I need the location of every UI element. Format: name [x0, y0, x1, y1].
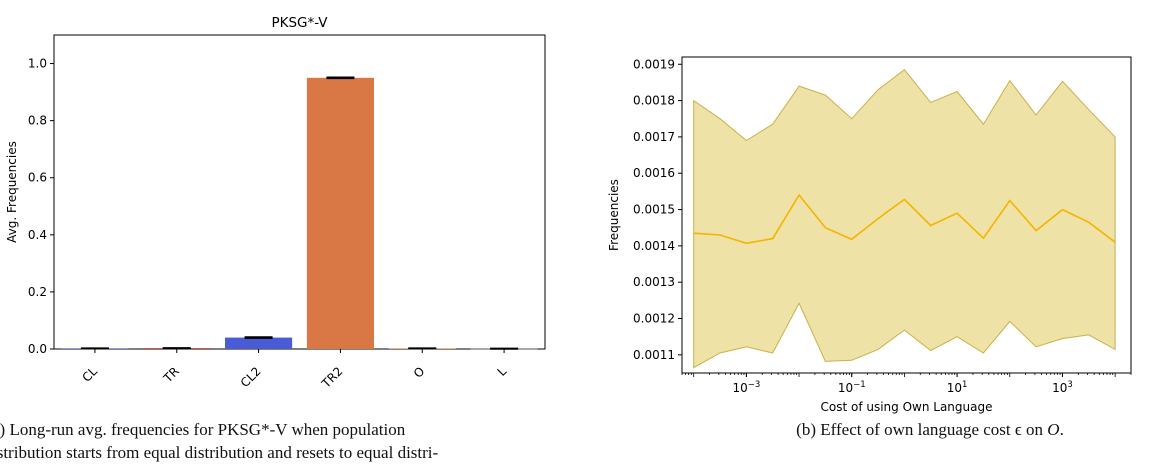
caption-b-end: .: [1059, 420, 1064, 439]
plot-frame: [681, 56, 1132, 374]
area-chart-own-language-cost: 0.0011 0.0012 0.0013 0.0014 0.0015 0.0016 0.00…: [607, 56, 1132, 414]
plot-frame: [53, 34, 546, 350]
y-tick-label: 0.0017: [633, 130, 675, 144]
x-axis-label: Cost of using Own Language: [820, 400, 992, 414]
caption-a-line2: istribution starts from equal distributi…: [0, 443, 439, 462]
y-tick-label: 1.0: [28, 57, 47, 71]
x-tick-base: 10: [732, 381, 747, 395]
y-tick-label: 0.0018: [633, 94, 675, 108]
x-tick-label-cl: CL: [79, 364, 100, 385]
x-tick-label-o: O: [411, 364, 428, 381]
x-tick-base: 10: [838, 381, 853, 395]
x-tick-label-tr: TR: [160, 364, 182, 386]
x-tick-label: 101: [947, 380, 968, 395]
x-tick-label: 103: [1052, 380, 1073, 395]
y-tick-label: 0.0: [28, 342, 47, 356]
bar-chart-pksg: CL TR CL2 TR2 O L 0.0 0.2 0.4 0.6 0.8 1.0 PKSG*-V Avg…: [5, 15, 546, 391]
caption-a: a) Long-run avg. frequencies for PKSG*-V…: [0, 418, 552, 464]
x-tick-exponent: 3: [1067, 380, 1072, 390]
x-tick-exponent: −3: [748, 380, 761, 390]
y-tick-label: 0.8: [28, 114, 47, 128]
x-tick-exponent: 1: [962, 380, 967, 390]
y-tick-label: 0.0015: [633, 203, 675, 217]
x-tick-base: 10: [947, 381, 962, 395]
x-tick-exponent: −1: [853, 380, 866, 390]
caption-b-variable: O: [1047, 420, 1060, 439]
y-axis-label: Avg. Frequencies: [5, 141, 19, 243]
x-tick-label: 10−3: [732, 380, 760, 395]
caption-b: (b) Effect of own language cost ϵ on O.: [765, 418, 1095, 441]
y-axis-label: Frequencies: [607, 179, 621, 251]
x-tick-label-cl2: CL2: [238, 364, 264, 390]
caption-b-text: (b) Effect of own language cost ϵ on: [796, 420, 1048, 439]
confidence-band: [693, 69, 1116, 369]
y-tick-label: 0.6: [28, 171, 47, 185]
y-tick-label: 0.2: [28, 285, 47, 299]
caption-a-line1: a) Long-run avg. frequencies for PKSG*-V…: [0, 420, 406, 439]
y-tick-label: 0.0012: [633, 312, 675, 326]
y-tick-label: 0.0014: [633, 239, 675, 253]
y-tick-label: 0.0016: [633, 166, 675, 180]
y-tick-label: 0.0011: [633, 348, 675, 362]
x-tick-base: 10: [1052, 381, 1067, 395]
x-tick-label-tr2: TR2: [318, 364, 345, 391]
bar-cl2: [225, 337, 293, 349]
x-tick-label: 10−1: [838, 380, 866, 395]
y-tick-label: 0.0013: [633, 275, 675, 289]
bar-tr2: [306, 77, 374, 350]
mean-line: [693, 193, 1116, 245]
chart-title: PKSG*-V: [271, 15, 328, 31]
y-tick-label: 0.4: [28, 228, 47, 242]
y-tick-label: 0.0019: [633, 57, 675, 71]
x-tick-label-l: L: [495, 364, 510, 379]
